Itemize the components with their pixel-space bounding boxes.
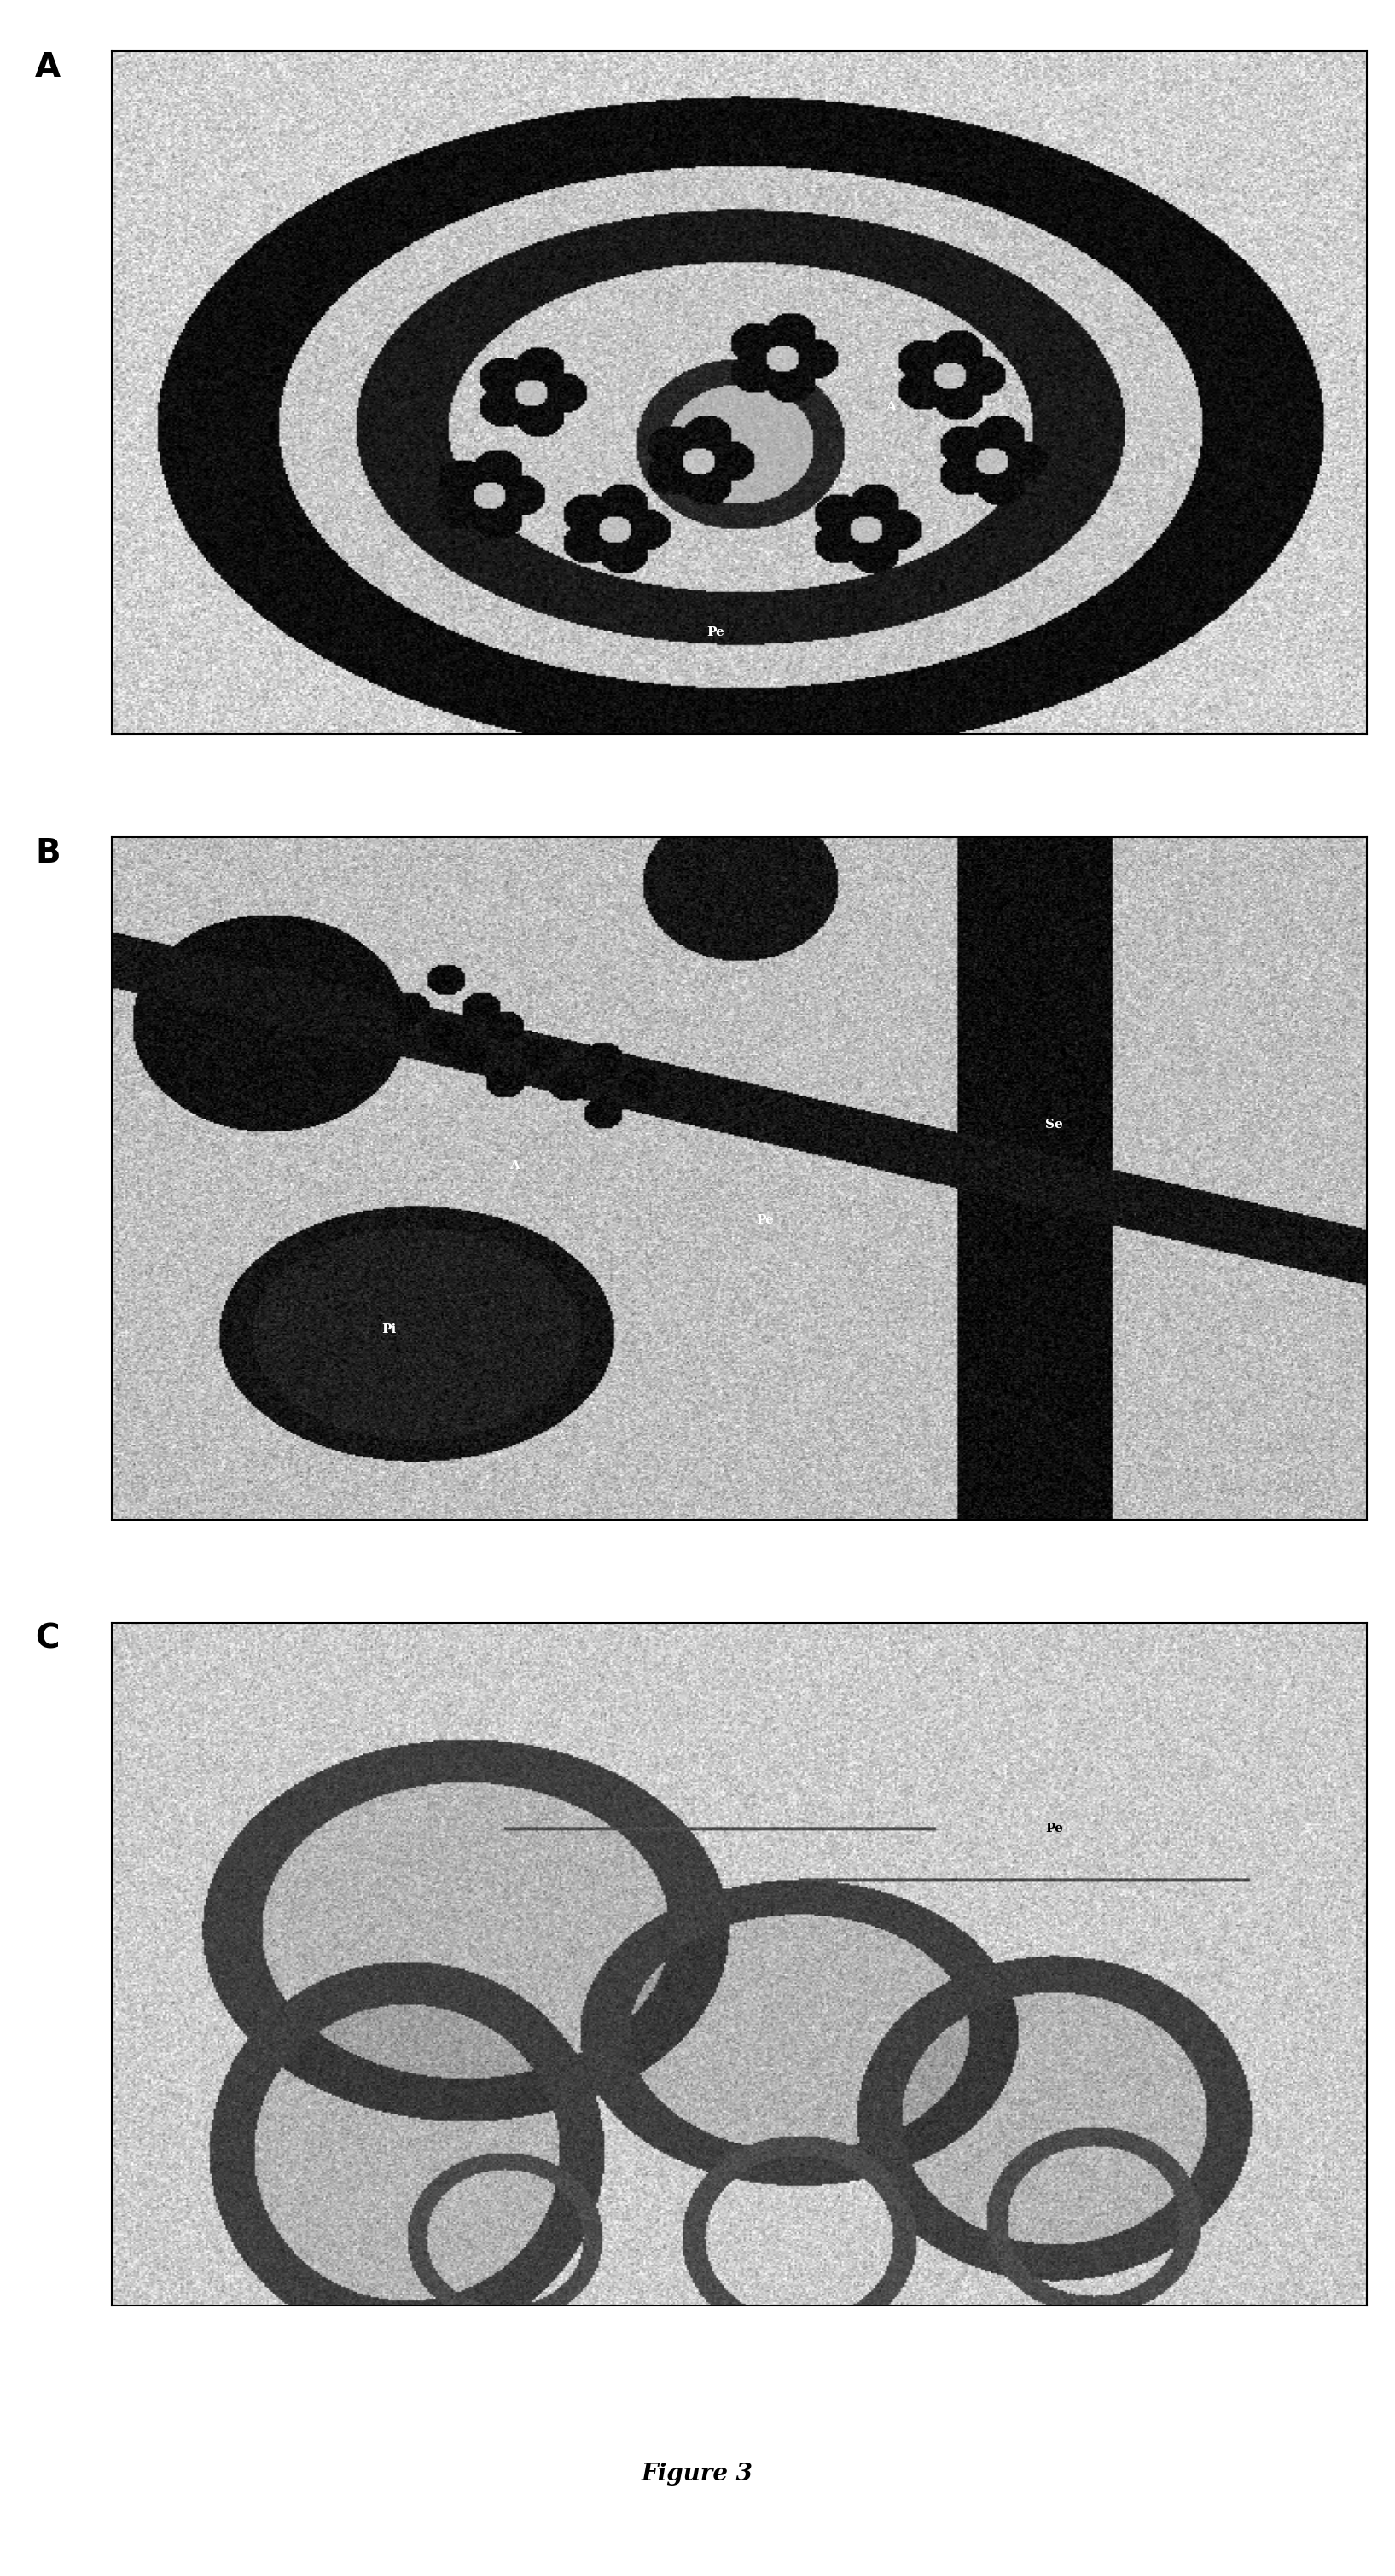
- Text: Pe: Pe: [706, 626, 724, 639]
- Text: A: A: [509, 1159, 519, 1172]
- Text: B: B: [35, 837, 60, 871]
- Text: C: C: [35, 1623, 59, 1656]
- Text: Se: Se: [1045, 1118, 1063, 1131]
- Text: A: A: [35, 52, 60, 85]
- Text: Pe: Pe: [756, 1213, 774, 1226]
- Text: Pe: Pe: [1045, 1824, 1063, 1834]
- Text: Pi: Pi: [381, 1324, 396, 1334]
- Text: Figure 3: Figure 3: [642, 2463, 753, 2486]
- Text: A: A: [886, 402, 896, 412]
